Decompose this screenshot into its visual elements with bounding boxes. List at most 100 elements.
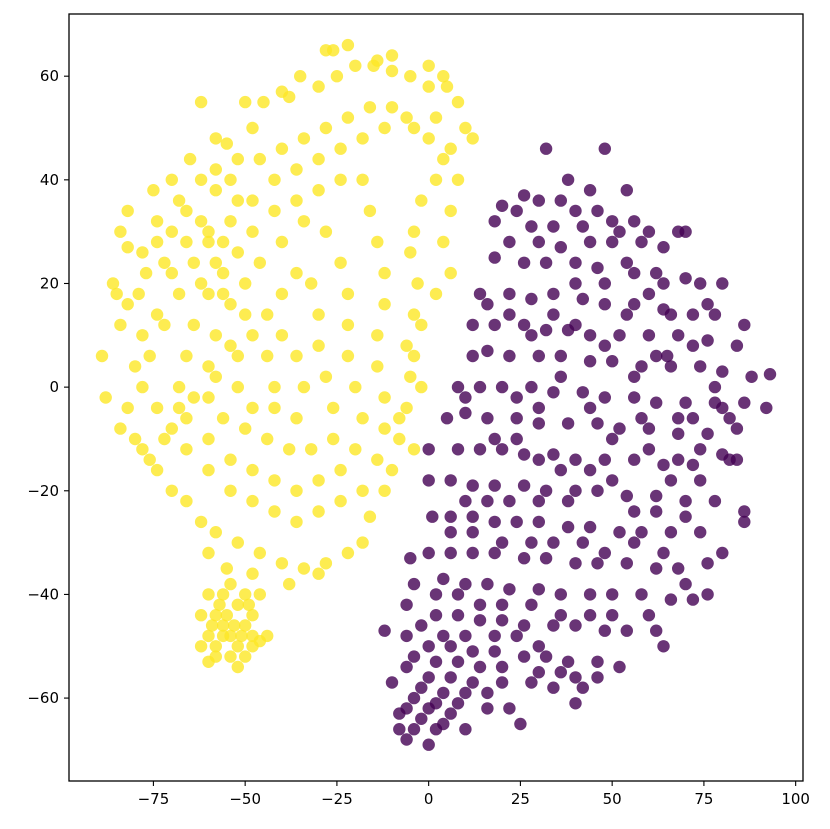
scatter-point — [275, 235, 289, 249]
scatter-point — [213, 598, 226, 611]
scatter-point — [393, 723, 406, 736]
scatter-point — [220, 609, 233, 622]
scatter-point — [356, 412, 369, 425]
scatter-point — [525, 329, 538, 342]
scatter-point — [642, 225, 656, 238]
scatter-point — [503, 702, 516, 715]
scatter-point — [165, 422, 178, 435]
scatter-point — [261, 629, 274, 643]
scatter-point — [239, 650, 252, 663]
scatter-point — [393, 412, 406, 425]
scatter-point — [202, 655, 215, 668]
scatter-point — [400, 111, 413, 124]
scatter-point — [466, 132, 479, 145]
scatter-point — [481, 702, 494, 715]
scatter-point — [517, 256, 531, 269]
scatter-point — [466, 645, 479, 658]
scatter-point — [231, 246, 244, 259]
scatter-point — [216, 619, 230, 632]
scatter-point — [341, 349, 355, 363]
scatter-point — [356, 132, 369, 145]
scatter-point — [620, 256, 633, 269]
scatter-point — [110, 287, 123, 301]
scatter-point — [763, 368, 777, 381]
scatter-point — [569, 318, 582, 332]
scatter-point — [635, 360, 648, 373]
scatter-point — [429, 655, 443, 668]
scatter-point — [136, 380, 149, 394]
scatter-point — [495, 536, 509, 549]
scatter-point — [503, 494, 516, 508]
scatter-point — [583, 463, 597, 477]
scatter-point — [532, 235, 545, 249]
scatter-point — [444, 671, 457, 684]
scatter-point — [422, 702, 435, 715]
scatter-point — [231, 598, 244, 611]
scatter-point — [679, 494, 692, 508]
scatter-point — [488, 251, 501, 264]
scatter-point — [305, 443, 318, 456]
scatter-point — [385, 463, 399, 477]
scatter-point — [664, 593, 678, 606]
scatter-point — [569, 697, 582, 710]
x-tick-label: 100 — [781, 790, 810, 808]
scatter-point — [371, 360, 384, 373]
scatter-point — [422, 546, 435, 560]
scatter-point — [738, 515, 751, 529]
scatter-point — [231, 640, 244, 653]
scatter-point — [466, 546, 479, 560]
scatter-point — [539, 650, 553, 663]
scatter-point — [290, 412, 303, 425]
scatter-point — [532, 194, 545, 207]
scatter-point — [613, 660, 626, 674]
scatter-point — [510, 629, 523, 643]
scatter-point — [642, 422, 656, 435]
scatter-point — [694, 443, 707, 456]
scatter-point — [165, 484, 178, 497]
scatter-point — [635, 412, 648, 425]
scatter-point — [444, 474, 457, 487]
scatter-point — [404, 70, 417, 83]
scatter-point — [407, 349, 421, 363]
scatter-point — [220, 137, 233, 150]
scatter-point — [473, 598, 487, 611]
scatter-point — [209, 329, 222, 342]
scatter-point — [136, 329, 149, 342]
scatter-point — [202, 235, 215, 249]
scatter-point — [246, 494, 259, 508]
scatter-point — [495, 676, 509, 689]
x-tick-label: 25 — [511, 790, 530, 808]
scatter-point — [400, 629, 413, 643]
scatter-point — [139, 266, 153, 280]
scatter-point — [136, 246, 149, 259]
scatter-point — [246, 401, 259, 415]
scatter-point — [400, 660, 413, 674]
scatter-point — [356, 173, 369, 186]
scatter-point — [532, 494, 545, 508]
scatter-point — [290, 484, 303, 497]
scatter-point — [437, 686, 450, 700]
scatter-point — [429, 723, 443, 736]
scatter-point — [194, 640, 208, 653]
scatter-point — [459, 577, 472, 591]
scatter-point — [488, 432, 501, 446]
scatter-point — [679, 577, 692, 591]
scatter-point — [525, 676, 538, 689]
scatter-point — [525, 536, 538, 549]
scatter-point — [261, 432, 274, 446]
scatter-point — [620, 489, 633, 503]
scatter-point — [672, 412, 685, 425]
scatter-point — [701, 334, 714, 347]
scatter-point — [341, 318, 355, 332]
scatter-point — [554, 463, 567, 477]
scatter-point — [407, 577, 421, 591]
scatter-point — [591, 557, 604, 570]
scatter-point — [429, 588, 443, 601]
scatter-point — [437, 572, 450, 586]
scatter-point — [708, 308, 722, 321]
scatter-point — [598, 624, 611, 637]
scatter-point — [598, 277, 611, 290]
scatter-point — [319, 225, 333, 238]
scatter-point — [708, 380, 722, 394]
scatter-point — [459, 629, 472, 643]
